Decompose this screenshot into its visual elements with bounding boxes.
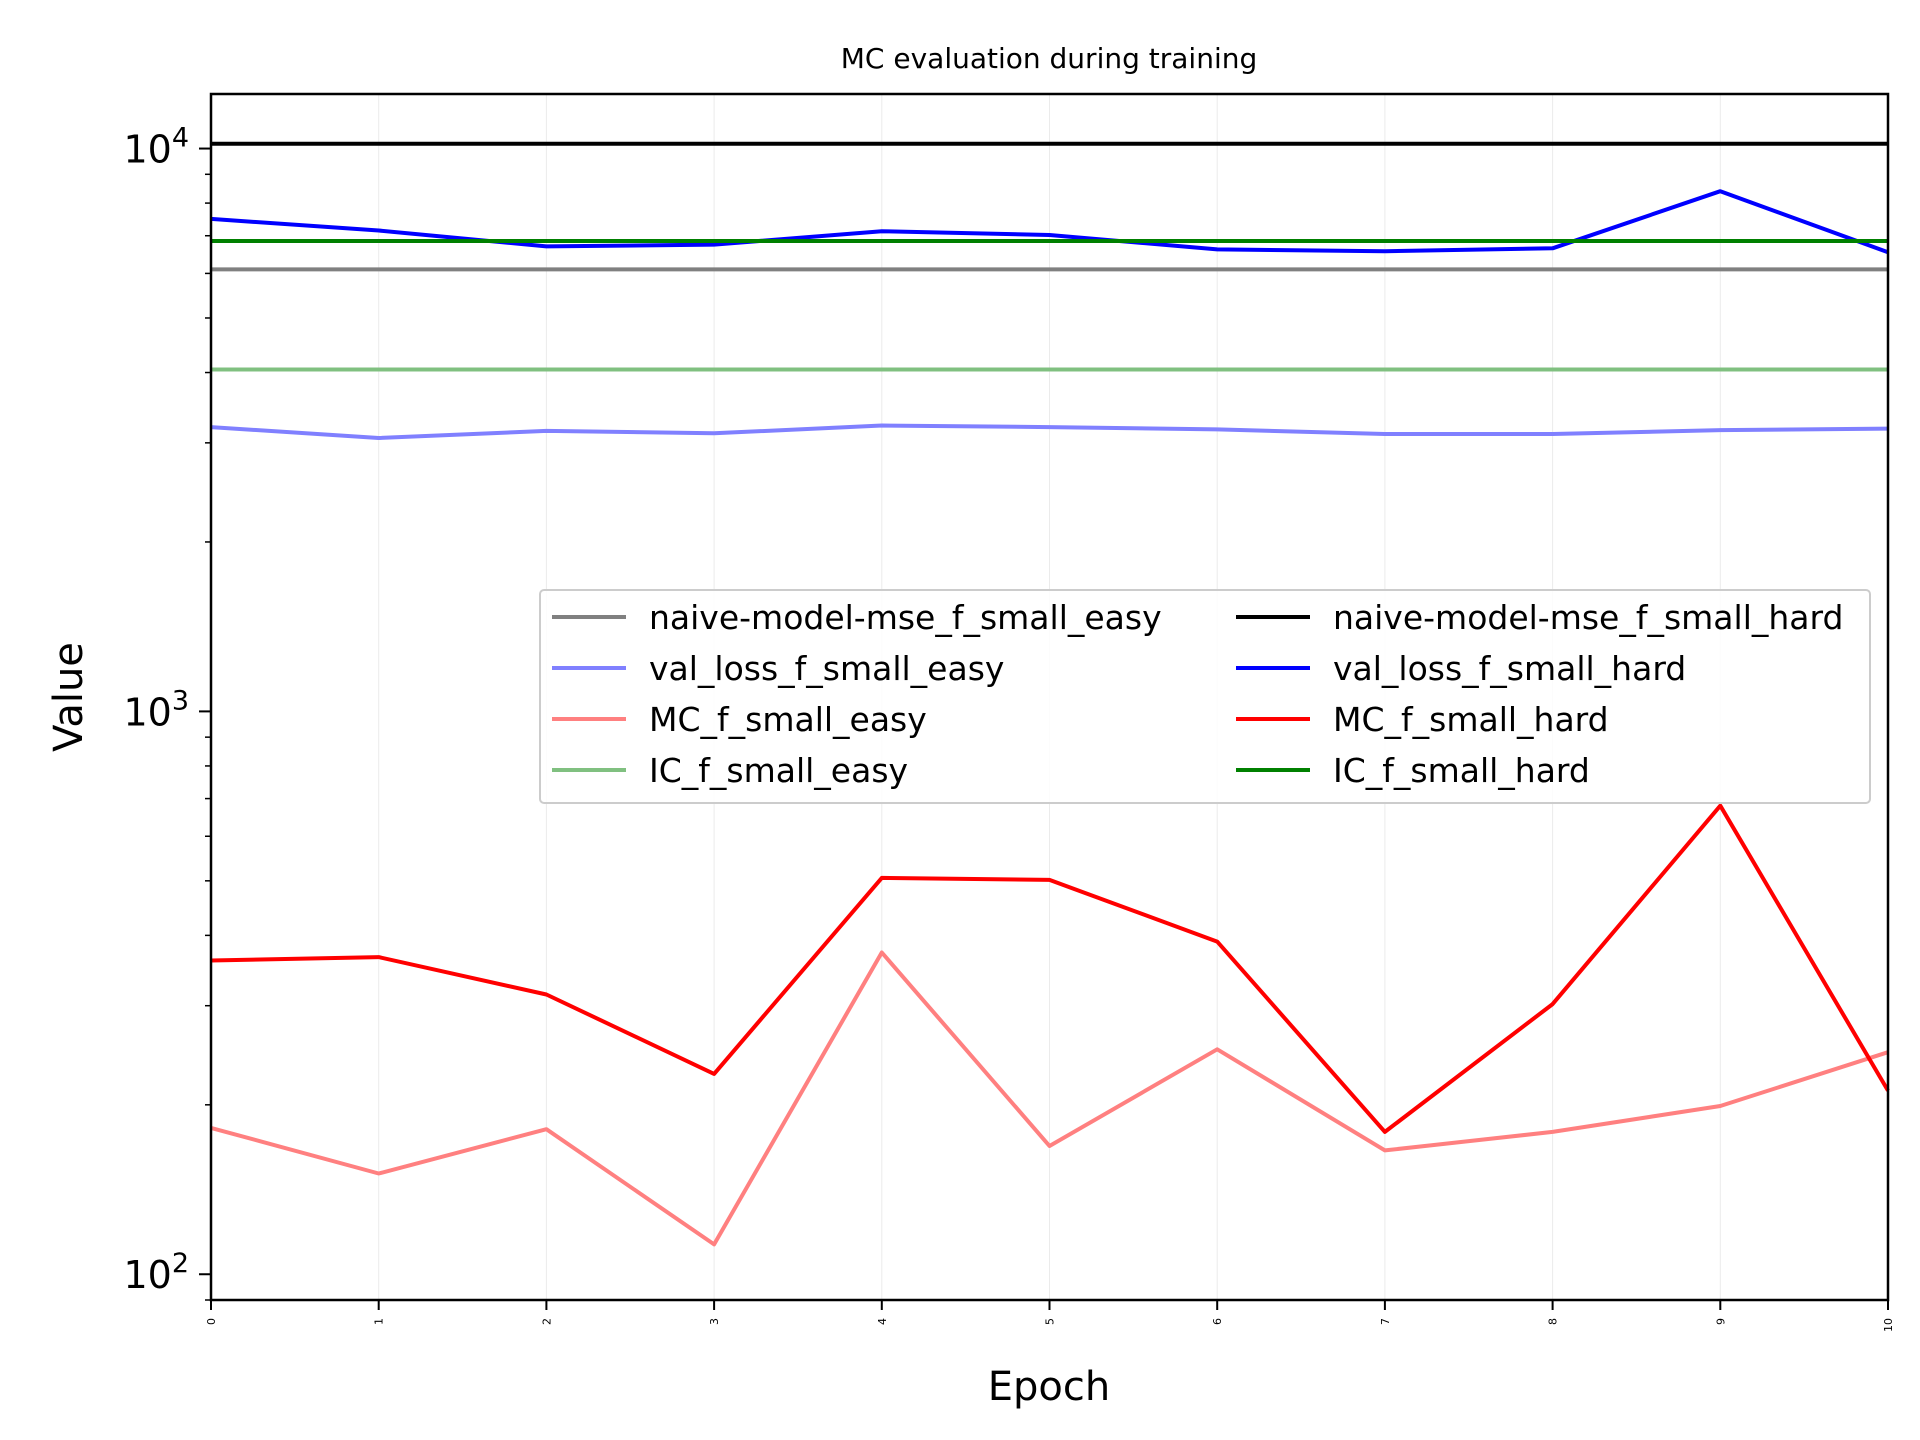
x-tick-label-10: 10 xyxy=(1882,1318,1895,1332)
legend-label-6: MC_f_small_hard xyxy=(1333,700,1609,739)
x-tick-label-5: 5 xyxy=(1044,1318,1057,1325)
y-tick-base: 10 xyxy=(123,690,171,734)
series-line-1 xyxy=(210,423,1889,440)
x-tick-label-9: 9 xyxy=(1714,1318,1727,1325)
y-tick-exponent: 4 xyxy=(172,123,189,154)
y-tick-base: 10 xyxy=(123,1253,171,1297)
x-tick-label-7: 7 xyxy=(1379,1318,1392,1325)
chart-title: MC evaluation during training xyxy=(841,42,1258,75)
legend-label-3: IC_f_small_easy xyxy=(649,751,908,790)
y-tick-exponent: 2 xyxy=(172,1248,189,1279)
series-layer xyxy=(210,141,1890,1247)
y-tick-base: 10 xyxy=(123,128,171,172)
x-tick-label-4: 4 xyxy=(876,1318,889,1325)
legend-label-2: MC_f_small_easy xyxy=(649,700,927,739)
legend: naive-model-mse_f_small_easy val_loss_f_s… xyxy=(539,589,1871,804)
legend-label-5: val_loss_f_small_hard xyxy=(1333,649,1686,688)
x-tick-label-1: 1 xyxy=(373,1318,386,1325)
x-tick-label-8: 8 xyxy=(1547,1318,1560,1325)
series-line-6 xyxy=(210,803,1890,1134)
legend-label-1: val_loss_f_small_easy xyxy=(649,649,1004,688)
x-axis: 0 1 2 3 4 5 6 7 8 9 10 xyxy=(205,1300,1895,1332)
x-tick-label-2: 2 xyxy=(540,1318,553,1325)
legend-label-0: naive-model-mse_f_small_easy xyxy=(649,598,1162,637)
y-tick-label-1: 103 xyxy=(123,685,189,734)
legend-label-7: IC_f_small_hard xyxy=(1333,751,1590,790)
x-tick-label-6: 6 xyxy=(1211,1318,1224,1325)
legend-box xyxy=(539,589,1871,804)
y-axis-label: Value xyxy=(46,642,92,752)
legend-label-4: naive-model-mse_f_small_hard xyxy=(1333,598,1843,637)
x-axis-label: Epoch xyxy=(988,1364,1110,1410)
y-tick-exponent: 3 xyxy=(172,685,189,716)
x-tick-label-0: 0 xyxy=(205,1318,218,1325)
series-line-2 xyxy=(210,950,1889,1247)
x-tick-label-3: 3 xyxy=(708,1318,721,1325)
y-tick-label-0: 102 xyxy=(123,1248,189,1297)
y-tick-label-2: 104 xyxy=(123,123,189,172)
